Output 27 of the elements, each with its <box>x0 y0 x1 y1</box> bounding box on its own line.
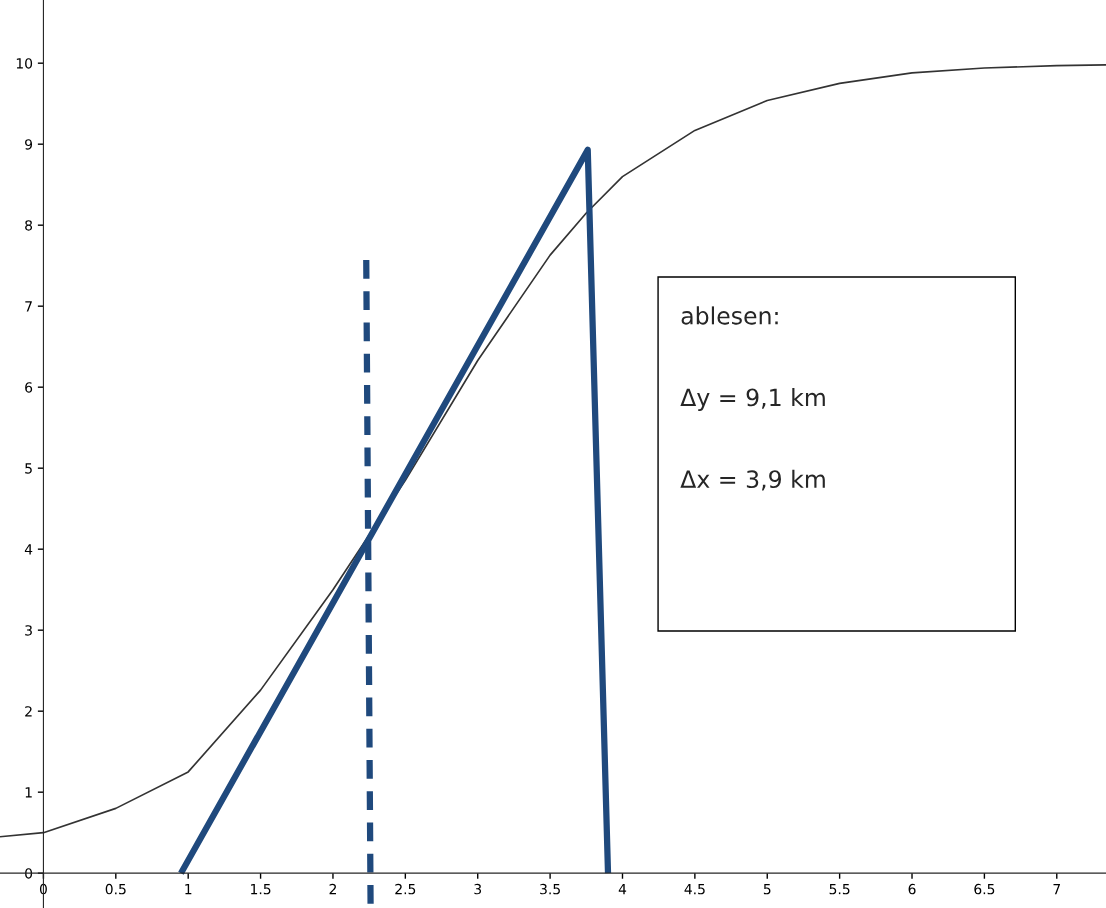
y-tick-label: 2 <box>25 706 32 717</box>
x-tick-label: 3.5 <box>540 883 560 895</box>
x-tick-label: 2 <box>329 883 336 895</box>
x-tick-label: 2.5 <box>395 883 416 895</box>
x-tick-label: 5.5 <box>829 884 850 895</box>
x-tick-label: 3 <box>474 883 482 895</box>
y-tick-label: 7 <box>25 301 32 312</box>
annotation: Δx = 3,9 km <box>680 469 825 491</box>
x-tick-label: 6 <box>908 883 916 895</box>
x-tick-label: 0.5 <box>105 883 126 895</box>
x-tick-label: 6.5 <box>974 883 995 895</box>
x-tick-label: 5 <box>763 884 771 895</box>
y-tick-label: 3 <box>25 625 32 636</box>
y-tick-label: 10 <box>16 58 33 69</box>
x-tick-label: 4 <box>618 884 627 895</box>
annotation: Δy = 9,1 km <box>680 388 825 411</box>
y-tick-label: 6 <box>25 382 33 393</box>
y-tick-label: 4 <box>24 544 33 555</box>
x-tick-label: 1.5 <box>251 884 271 895</box>
x-tick-label: 1 <box>185 884 192 895</box>
y-tick-label: 9 <box>25 139 33 150</box>
x-tick-label: 4.5 <box>684 884 705 895</box>
annotation: ablesen: <box>681 306 778 325</box>
x-tick-label: 7 <box>1053 884 1061 895</box>
y-tick-label: 8 <box>25 220 33 231</box>
y-tick-label: 5 <box>25 463 32 474</box>
y-tick-label: 1 <box>25 787 32 798</box>
